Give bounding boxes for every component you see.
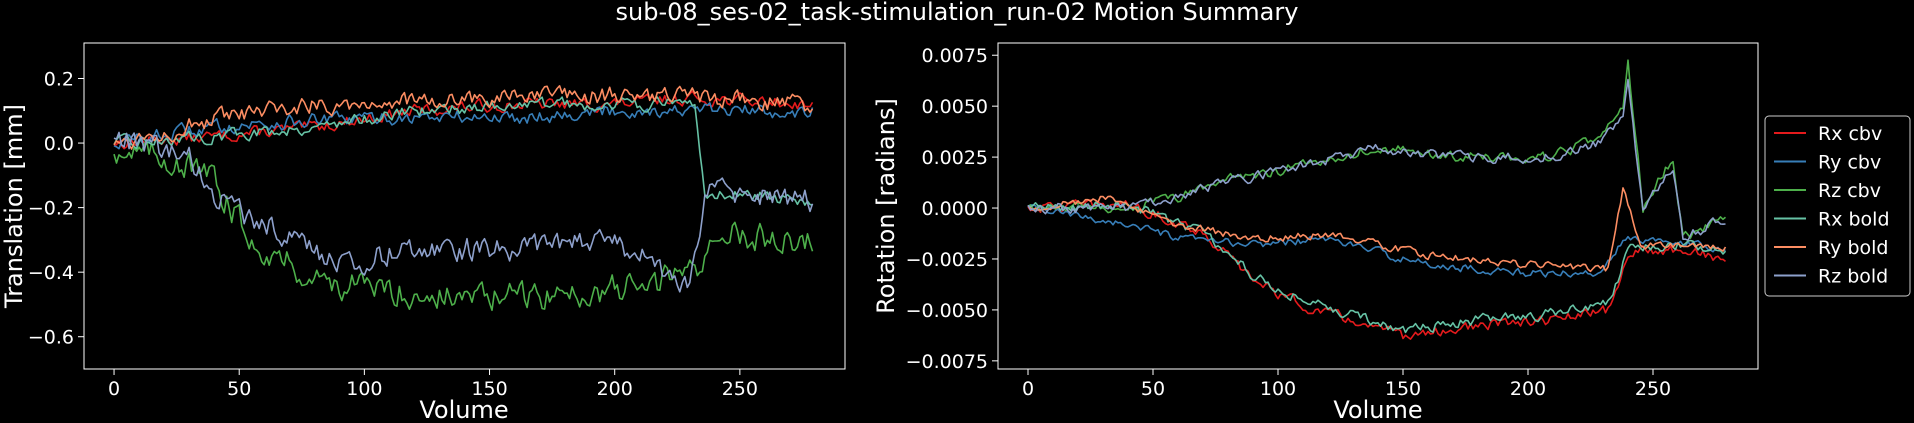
translation-lines — [113, 85, 814, 312]
series-line-5 — [113, 131, 814, 293]
legend-label: Ry bold — [1818, 237, 1888, 259]
translation-y-axis-label: Translation [mm] — [0, 104, 28, 309]
x-tick-label: 200 — [597, 378, 633, 400]
y-tick-label: −0.2 — [28, 198, 74, 220]
x-tick-label: 100 — [1260, 378, 1296, 400]
legend-label: Rx cbv — [1818, 123, 1882, 145]
y-tick-label: 0.2 — [44, 69, 74, 91]
y-tick-label: −0.0075 — [906, 351, 988, 373]
y-tick-label: 0.0025 — [922, 147, 988, 169]
x-tick-label: 150 — [1385, 378, 1421, 400]
figure-title: sub-08_ses-02_task-stimulation_run-02 Mo… — [616, 0, 1299, 26]
series-line-4 — [1027, 187, 1727, 273]
series-line-2 — [1027, 59, 1727, 239]
legend-label: Ry cbv — [1818, 152, 1881, 174]
y-tick-label: −0.0050 — [906, 300, 988, 322]
rotation-lines — [1027, 59, 1727, 340]
translation-panel: 0 50 100 150 200 250 −0.6 −0.4 −0.2 0.0 0.2 Volume… — [0, 42, 846, 423]
series-line-2 — [113, 139, 814, 312]
rotation-y-axis-label: Rotation [radians] — [872, 98, 900, 314]
y-tick-label: 0.0050 — [922, 96, 988, 118]
series-line-3 — [1027, 201, 1727, 334]
x-tick-label: 150 — [471, 378, 507, 400]
series-line-5 — [1027, 78, 1726, 242]
y-tick-label: −0.4 — [28, 262, 74, 284]
y-tick-label: −0.6 — [28, 327, 74, 349]
rotation-ticks: 0 50 100 150 200 250 −0.0075 −0.0050 −0.0025 0.00… — [906, 45, 1672, 400]
x-tick-label: 0 — [1022, 378, 1034, 400]
rotation-axes-frame — [997, 42, 1759, 370]
translation-axes-frame — [83, 42, 846, 370]
y-tick-label: 0.0000 — [922, 198, 988, 220]
rotation-panel: 0 50 100 150 200 250 −0.0075 −0.0050 −0.0025 0.00… — [872, 42, 1759, 423]
y-tick-label: −0.0025 — [906, 249, 988, 271]
legend-label: Rz cbv — [1818, 180, 1881, 202]
x-tick-label: 200 — [1510, 378, 1546, 400]
x-tick-label: 50 — [1141, 378, 1165, 400]
series-line-0 — [1027, 199, 1726, 340]
series-line-3 — [113, 96, 813, 206]
rotation-x-axis-label: Volume — [1333, 396, 1422, 423]
legend-label: Rx bold — [1818, 209, 1890, 231]
legend-entries: Rx cbv Ry cbv Rz cbv Rx bold Ry bold Rz bold — [1774, 123, 1890, 288]
series-line-4 — [113, 85, 814, 150]
translation-x-axis-label: Volume — [419, 396, 508, 423]
x-tick-label: 250 — [1635, 378, 1671, 400]
legend-label: Rz bold — [1818, 266, 1888, 288]
y-tick-label: 0.0075 — [922, 45, 988, 67]
series-line-0 — [113, 90, 814, 150]
x-tick-label: 0 — [108, 378, 120, 400]
x-tick-label: 50 — [227, 378, 251, 400]
y-tick-label: 0.0 — [44, 133, 74, 155]
x-tick-label: 250 — [722, 378, 758, 400]
x-tick-label: 100 — [346, 378, 382, 400]
legend: Rx cbv Ry cbv Rz cbv Rx bold Ry bold Rz bold — [1764, 115, 1911, 297]
translation-ticks: 0 50 100 150 200 250 −0.6 −0.4 −0.2 0.0 0.2 — [28, 69, 758, 400]
